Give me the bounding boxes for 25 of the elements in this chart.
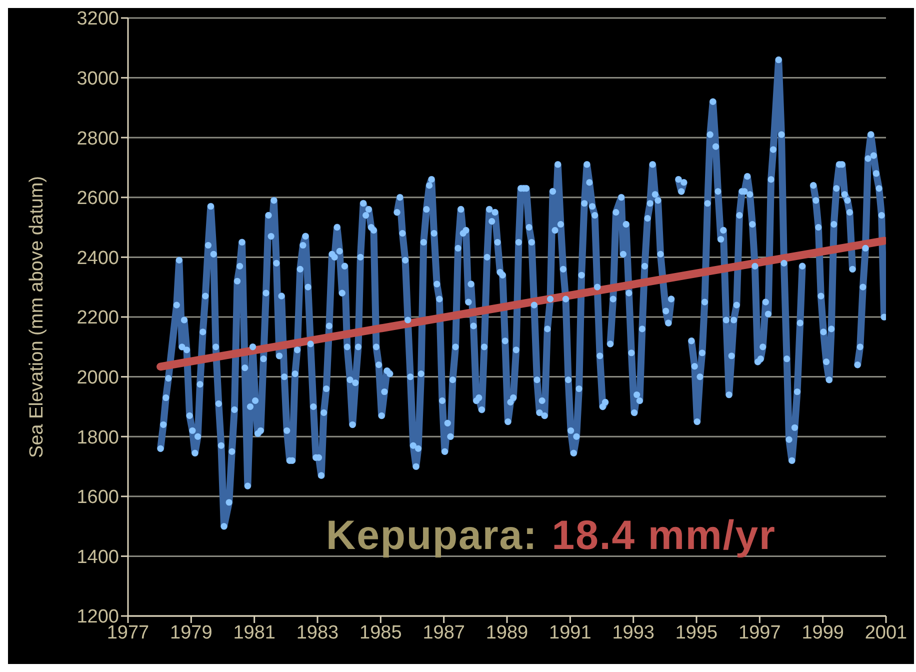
x-tick-label: 1987: [422, 622, 465, 644]
x-tick-label: 1991: [549, 622, 592, 644]
y-tick-label: 2000: [76, 368, 119, 389]
x-tick-label: 1979: [170, 622, 212, 644]
x-tick-label: 1983: [296, 622, 339, 644]
y-axis-title: Sea Elevation (mm above datum): [26, 176, 48, 458]
x-tick-label: 1985: [360, 622, 402, 644]
y-tick-label: 2600: [76, 188, 119, 210]
y-tick-label: 1600: [76, 487, 119, 508]
y-tick-label: 3200: [76, 8, 119, 30]
y-tick-label: 2800: [76, 128, 119, 150]
y-tick-label: 2400: [76, 248, 119, 269]
annotation: Kepupara:: [326, 512, 538, 558]
y-tick-label: 1400: [76, 546, 119, 568]
x-tick-label: 1997: [738, 622, 781, 644]
x-tick-label: 1995: [675, 622, 718, 644]
x-tick-label: 2001: [864, 622, 908, 644]
y-tick-label: 3000: [76, 68, 119, 90]
y-tick-label: 1800: [76, 427, 119, 448]
y-tick-label: 2200: [76, 308, 119, 329]
x-tick-label: 1999: [802, 622, 844, 644]
x-tick-label: 1981: [233, 622, 276, 644]
annotation: 18.4 mm/yr: [552, 512, 776, 558]
x-tick-label: 1993: [612, 622, 654, 644]
x-tick-label: 1989: [486, 622, 528, 644]
